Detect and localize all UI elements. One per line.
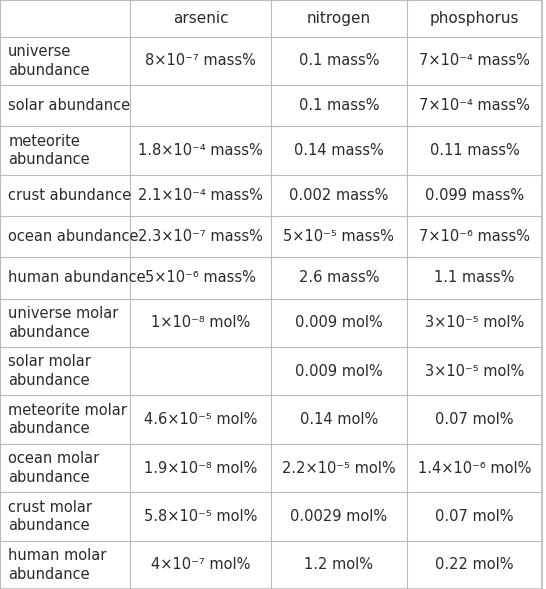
Text: human molar
abundance: human molar abundance <box>8 548 106 581</box>
Text: 1.9×10⁻⁸ mol%: 1.9×10⁻⁸ mol% <box>144 461 257 475</box>
Text: 0.009 mol%: 0.009 mol% <box>295 315 383 330</box>
Text: 4.6×10⁻⁵ mol%: 4.6×10⁻⁵ mol% <box>144 412 257 427</box>
Text: 0.07 mol%: 0.07 mol% <box>435 509 514 524</box>
Text: 0.07 mol%: 0.07 mol% <box>435 412 514 427</box>
Text: 0.22 mol%: 0.22 mol% <box>435 557 514 573</box>
Text: 0.14 mass%: 0.14 mass% <box>294 143 384 158</box>
Text: human abundance: human abundance <box>8 270 146 286</box>
Text: crust abundance: crust abundance <box>8 188 132 203</box>
Text: 5×10⁻⁵ mass%: 5×10⁻⁵ mass% <box>283 229 394 244</box>
Text: nitrogen: nitrogen <box>307 11 371 26</box>
Text: 3×10⁻⁵ mol%: 3×10⁻⁵ mol% <box>425 315 524 330</box>
Text: 0.11 mass%: 0.11 mass% <box>430 143 519 158</box>
Text: 8×10⁻⁷ mass%: 8×10⁻⁷ mass% <box>145 53 256 68</box>
Text: phosphorus: phosphorus <box>430 11 519 26</box>
Text: ocean molar
abundance: ocean molar abundance <box>8 451 99 485</box>
Text: 1×10⁻⁸ mol%: 1×10⁻⁸ mol% <box>151 315 250 330</box>
Text: 0.1 mass%: 0.1 mass% <box>299 53 379 68</box>
Text: solar abundance: solar abundance <box>8 98 130 113</box>
Text: 0.14 mol%: 0.14 mol% <box>300 412 378 427</box>
Text: 2.3×10⁻⁷ mass%: 2.3×10⁻⁷ mass% <box>138 229 263 244</box>
Text: 7×10⁻⁶ mass%: 7×10⁻⁶ mass% <box>419 229 530 244</box>
Text: 0.0029 mol%: 0.0029 mol% <box>290 509 388 524</box>
Text: 0.1 mass%: 0.1 mass% <box>299 98 379 113</box>
Text: 1.2 mol%: 1.2 mol% <box>304 557 373 573</box>
Text: meteorite molar
abundance: meteorite molar abundance <box>8 403 127 436</box>
Text: 1.4×10⁻⁶ mol%: 1.4×10⁻⁶ mol% <box>418 461 531 475</box>
Text: 2.1×10⁻⁴ mass%: 2.1×10⁻⁴ mass% <box>138 188 263 203</box>
Text: 0.002 mass%: 0.002 mass% <box>289 188 389 203</box>
Text: solar molar
abundance: solar molar abundance <box>8 355 91 388</box>
Text: 4×10⁻⁷ mol%: 4×10⁻⁷ mol% <box>151 557 250 573</box>
Text: universe
abundance: universe abundance <box>8 44 90 78</box>
Text: 2.2×10⁻⁵ mol%: 2.2×10⁻⁵ mol% <box>282 461 396 475</box>
Text: 5×10⁻⁶ mass%: 5×10⁻⁶ mass% <box>145 270 256 286</box>
Text: 7×10⁻⁴ mass%: 7×10⁻⁴ mass% <box>419 98 530 113</box>
Text: 5.8×10⁻⁵ mol%: 5.8×10⁻⁵ mol% <box>144 509 257 524</box>
Text: meteorite
abundance: meteorite abundance <box>8 134 90 167</box>
Text: 0.099 mass%: 0.099 mass% <box>425 188 524 203</box>
Text: 0.009 mol%: 0.009 mol% <box>295 364 383 379</box>
Text: ocean abundance: ocean abundance <box>8 229 139 244</box>
Text: 7×10⁻⁴ mass%: 7×10⁻⁴ mass% <box>419 53 530 68</box>
Text: universe molar
abundance: universe molar abundance <box>8 306 118 340</box>
Text: 1.1 mass%: 1.1 mass% <box>434 270 515 286</box>
Text: 3×10⁻⁵ mol%: 3×10⁻⁵ mol% <box>425 364 524 379</box>
Text: 1.8×10⁻⁴ mass%: 1.8×10⁻⁴ mass% <box>138 143 263 158</box>
Text: crust molar
abundance: crust molar abundance <box>8 499 92 533</box>
Text: arsenic: arsenic <box>173 11 228 26</box>
Text: 2.6 mass%: 2.6 mass% <box>299 270 379 286</box>
